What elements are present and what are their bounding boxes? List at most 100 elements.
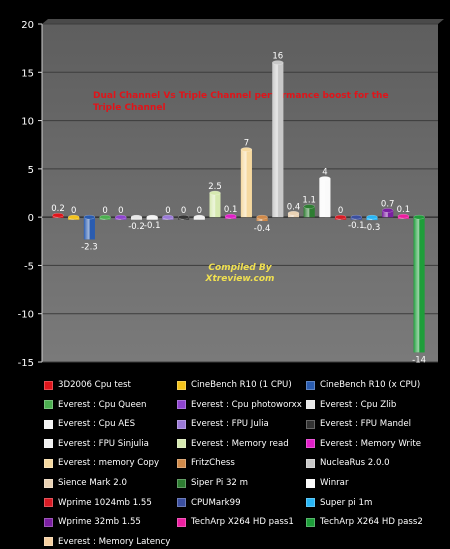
bar-cap-1 [52, 212, 64, 218]
bar-chart: -15 -10 -5 0 5 10 15 20 Dual Channel Vs Triple C… [18, 19, 444, 369]
bar-cap-11 [209, 190, 221, 196]
data-label-13: 7 [244, 139, 249, 149]
y-tick-label: 5 [28, 165, 34, 176]
bar-shine-13 [240, 149, 252, 218]
data-label-20: -0.1 [348, 221, 365, 231]
data-label-21: -0.3 [364, 223, 381, 233]
bar-cap-13 [240, 147, 253, 152]
legend-item: Wprime 32mb 1.55 [44, 515, 141, 529]
legend-swatch [44, 478, 53, 488]
data-label-22: 0.7 [381, 199, 395, 209]
y-tick-label: -10 [18, 310, 34, 321]
bar-cap-24 [413, 214, 425, 220]
data-label-3: -2.3 [81, 242, 98, 252]
legend-item: Wprime 1024mb 1.55 [44, 496, 152, 510]
chart-title: Dual Channel Vs Triple Channel performan… [93, 91, 389, 113]
legend-label: Everest : Memory Write [320, 438, 422, 449]
data-label-14: -0.4 [254, 224, 271, 234]
y-tick-label: 20 [21, 20, 34, 31]
legend-item: Everest : FPU Sinjulia [44, 437, 149, 451]
bar-cap-23 [397, 213, 410, 219]
y-tick-label: 15 [21, 68, 34, 79]
bar-cap-20 [350, 214, 363, 220]
legend-swatch [306, 498, 315, 508]
legend-label: Sience Mark 2.0 [58, 478, 127, 488]
legend-swatch [306, 458, 315, 468]
data-label-5: 0 [118, 206, 123, 216]
legend-swatch [177, 400, 186, 410]
data-label-24: -14 [412, 355, 426, 365]
legend-label: Everest : FPU Julia [191, 419, 269, 430]
legend-item: Siper Pi 32 m [177, 476, 248, 490]
legend-swatch [177, 498, 186, 508]
data-label-1: 0.2 [51, 204, 65, 214]
bar-cap-6 [130, 214, 143, 220]
watermark: Compiled By Xtreview.com [205, 263, 275, 284]
data-label-2: 0 [71, 206, 76, 216]
legend-label: Everest : Cpu Queen [58, 399, 147, 410]
data-label-17: 1.1 [302, 196, 316, 206]
legend-item: Everest : FPU Julia [177, 417, 269, 431]
bar-cap-7 [146, 214, 158, 220]
legend-swatch [306, 439, 315, 449]
legend-label: CineBench R10 (1 CPU) [191, 380, 292, 390]
legend-item: Everest : FPU Mandel [306, 417, 411, 431]
legend-label: Everest : Memory Latency [58, 536, 171, 547]
bar-cap-21 [366, 214, 378, 220]
data-label-9: 0 [181, 206, 186, 216]
legend-label: CPUMark99 [191, 497, 241, 508]
bar-cap-5 [115, 214, 127, 220]
legend-label: CineBench R10 (x CPU) [320, 380, 421, 390]
legend-item: Everest : Cpu photoworxx [177, 398, 302, 412]
data-label-12: 0.1 [224, 205, 238, 215]
bar-cap-22 [381, 208, 394, 213]
data-label-11: 2.5 [208, 182, 222, 192]
legend-swatch [177, 439, 186, 449]
legend-swatch [306, 478, 315, 488]
legend-swatch [44, 537, 53, 547]
data-label-19: 0 [338, 206, 343, 216]
legend-item: Winrar [306, 476, 348, 490]
legend-label: Super pi 1m [320, 497, 373, 508]
bar-cap-15 [272, 60, 284, 65]
bar-cap-3 [83, 214, 96, 220]
bar-cap-8 [162, 214, 174, 220]
data-label-8: 0 [165, 206, 170, 216]
legend-swatch [44, 380, 53, 390]
bar-cap-12 [224, 213, 237, 219]
data-label-18: 4 [322, 168, 327, 178]
bar-shine-22 [382, 210, 394, 218]
legend-label: Winrar [320, 478, 349, 488]
y-tick-label: -5 [24, 261, 34, 272]
legend-label: TechArp X264 HD pass1 [191, 517, 294, 528]
legend-swatch [306, 380, 315, 390]
legend-label: Everest : Cpu photoworxx [191, 399, 302, 410]
legend-swatch [177, 517, 186, 527]
legend-item: Everest : memory Copy [44, 456, 159, 470]
legend-label: Everest : Cpu AES [58, 419, 136, 430]
data-label-23: 0.1 [397, 205, 411, 215]
legend-label: Everest : memory Copy [58, 458, 160, 469]
bar-cap-17 [303, 204, 315, 209]
data-label-16: 0.4 [287, 202, 301, 212]
legend-label: Everest : FPU Sinjulia [58, 438, 149, 449]
legend-label: Wprime 1024mb 1.55 [58, 497, 152, 508]
legend-item: Everest : Cpu Queen [44, 398, 147, 412]
legend-swatch [177, 478, 186, 488]
legend-item: Everest : Cpu Zlib [306, 398, 396, 412]
data-label-6: -0.2 [128, 222, 145, 232]
legend-item: CPUMark99 [177, 496, 241, 510]
legend-swatch [177, 380, 186, 390]
legend-item: CineBench R10 (1 CPU) [177, 378, 292, 392]
bar-cap-18 [319, 176, 331, 181]
legend-item: Everest : Memory Write [306, 437, 421, 451]
legend-swatch [44, 419, 53, 429]
bar-cap-4 [99, 214, 111, 220]
legend-item: FritzChess [177, 456, 235, 470]
legend-swatch [306, 400, 315, 410]
legend-item: Sience Mark 2.0 [44, 476, 127, 490]
legend-swatch [44, 439, 53, 449]
legend-swatch [44, 498, 53, 508]
legend-item: CineBench R10 (x CPU) [306, 378, 420, 392]
